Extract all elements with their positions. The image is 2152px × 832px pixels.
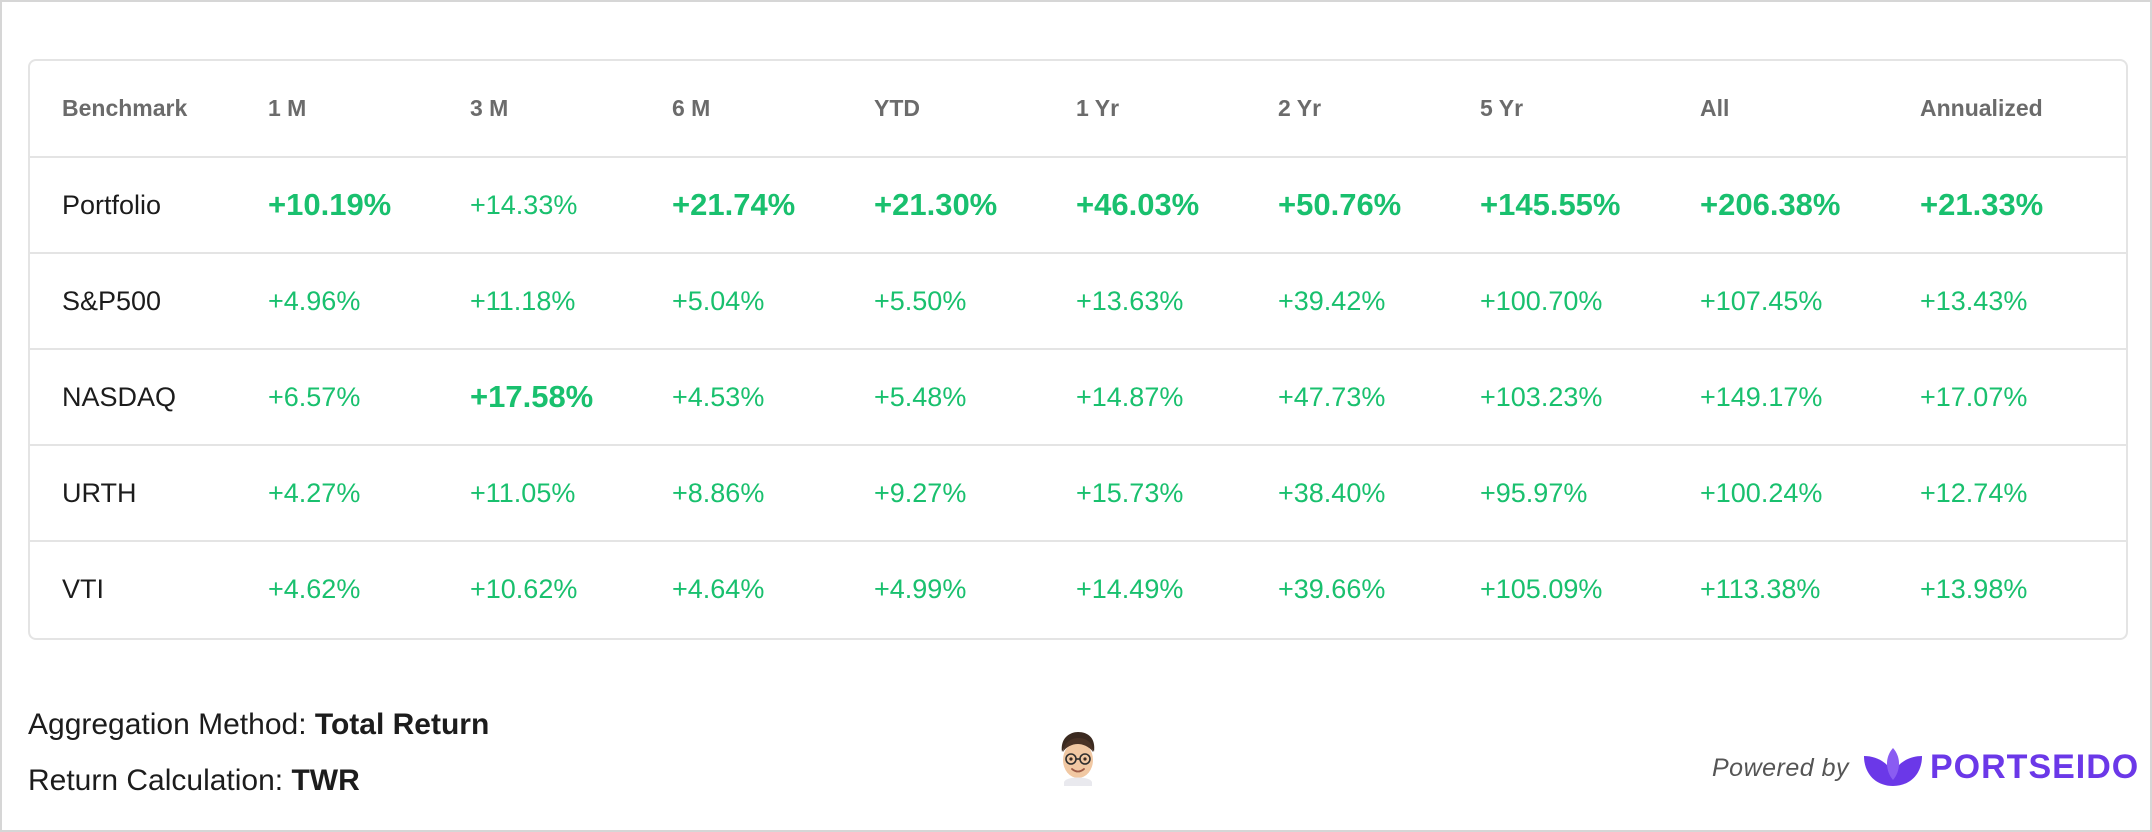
row-label: URTH [62, 477, 137, 508]
column-header-1m[interactable]: 1 M [268, 95, 307, 121]
return-cell: +17.07% [1920, 381, 2028, 412]
return-cell: +13.43% [1920, 285, 2028, 316]
return-cell: +14.33% [470, 189, 578, 220]
return-cell: +39.66% [1278, 574, 1386, 604]
return-cell: +145.55% [1480, 187, 1621, 222]
return-cell: +113.38% [1700, 574, 1821, 604]
return-cell: +50.76% [1278, 187, 1402, 222]
return-cell: +100.24% [1700, 477, 1823, 508]
return-cell: +103.23% [1480, 381, 1603, 412]
return-cell: +4.27% [268, 477, 361, 508]
return-cell: +15.73% [1076, 477, 1184, 508]
return-cell: +4.99% [874, 574, 967, 604]
benchmark-table-card: Benchmark 1 M 3 M 6 M YTD 1 Yr 2 Yr 5 Yr… [28, 59, 2128, 640]
return-cell: +38.40% [1278, 477, 1386, 508]
row-label: VTI [62, 574, 105, 604]
row-label: S&P500 [62, 285, 162, 316]
aggregation-label: Aggregation Method: [28, 708, 307, 741]
return-cell: +11.05% [470, 477, 576, 508]
return-cell: +4.53% [672, 381, 765, 412]
return-cell: +21.30% [874, 187, 998, 222]
table-row-urth: URTH +4.27% +11.05% +8.86% +9.27% +15.73… [30, 445, 2126, 541]
benchmark-table: Benchmark 1 M 3 M 6 M YTD 1 Yr 2 Yr 5 Yr… [30, 61, 2126, 637]
return-cell: +6.57% [268, 381, 361, 412]
column-header-1yr[interactable]: 1 Yr [1076, 95, 1120, 121]
table-row-vti: VTI +4.62% +10.62% +4.64% +4.99% +14.49%… [30, 541, 2126, 637]
return-cell: +14.49% [1076, 574, 1184, 604]
return-cell: +13.98% [1920, 574, 2028, 604]
return-cell: +100.70% [1480, 285, 1603, 316]
return-cell: +12.74% [1920, 477, 2028, 508]
return-cell: +47.73% [1278, 381, 1386, 412]
return-cell: +8.86% [672, 477, 765, 508]
column-header-6m[interactable]: 6 M [672, 95, 711, 121]
return-cell: +5.50% [874, 285, 967, 316]
column-header-benchmark[interactable]: Benchmark [62, 95, 188, 121]
return-cell: +5.48% [874, 381, 967, 412]
table-row-sp500: S&P500 +4.96% +11.18% +5.04% +5.50% +13.… [30, 253, 2126, 349]
row-label: Portfolio [62, 189, 162, 220]
return-cell: +4.96% [268, 285, 361, 316]
column-header-all[interactable]: All [1700, 95, 1730, 121]
return-cell: +9.27% [874, 477, 967, 508]
return-cell: +206.38% [1700, 187, 1841, 222]
column-header-annualized[interactable]: Annualized [1920, 95, 2043, 121]
column-header-5yr[interactable]: 5 Yr [1480, 95, 1524, 121]
return-cell: +17.58% [470, 379, 594, 414]
return-cell: +21.74% [672, 187, 796, 222]
return-cell: +39.42% [1278, 285, 1386, 316]
aggregation-value: Total Return [314, 708, 490, 741]
return-cell: +95.97% [1480, 477, 1588, 508]
return-cell: +10.62% [470, 574, 578, 604]
return-cell: +13.63% [1076, 285, 1184, 316]
return-cell: +10.19% [268, 187, 392, 222]
return-cell: +21.33% [1920, 187, 2044, 222]
return-cell: +11.18% [470, 285, 576, 316]
return-cell: +107.45% [1700, 285, 1823, 316]
table-header-row: Benchmark 1 M 3 M 6 M YTD 1 Yr 2 Yr 5 Yr… [30, 61, 2126, 157]
return-cell: +4.62% [268, 574, 361, 604]
table-row-portfolio: Portfolio +10.19% +14.33% +21.74% +21.30… [30, 157, 2126, 253]
column-header-ytd[interactable]: YTD [874, 95, 920, 121]
return-value: TWR [291, 764, 360, 797]
table-row-nasdaq: NASDAQ +6.57% +17.58% +4.53% +5.48% +14.… [30, 349, 2126, 445]
return-cell: +46.03% [1076, 187, 1200, 222]
return-calculation: Return Calculation: TWR [28, 764, 360, 798]
row-label: NASDAQ [62, 381, 177, 412]
portseido-brand[interactable]: PORTSEIDO [1930, 748, 2140, 786]
memoji-avatar-icon [1061, 732, 1095, 786]
return-label: Return Calculation: [28, 764, 284, 797]
portseido-leaf-logo-icon [1864, 748, 1922, 786]
column-header-3m[interactable]: 3 M [470, 95, 509, 121]
column-header-2yr[interactable]: 2 Yr [1278, 95, 1322, 121]
return-cell: +149.17% [1700, 381, 1823, 412]
aggregation-method: Aggregation Method: Total Return [28, 708, 489, 742]
powered-by-label: Powered by [1712, 754, 1850, 782]
return-cell: +4.64% [672, 574, 765, 604]
return-cell: +105.09% [1480, 574, 1603, 604]
return-cell: +5.04% [672, 285, 765, 316]
return-cell: +14.87% [1076, 381, 1184, 412]
